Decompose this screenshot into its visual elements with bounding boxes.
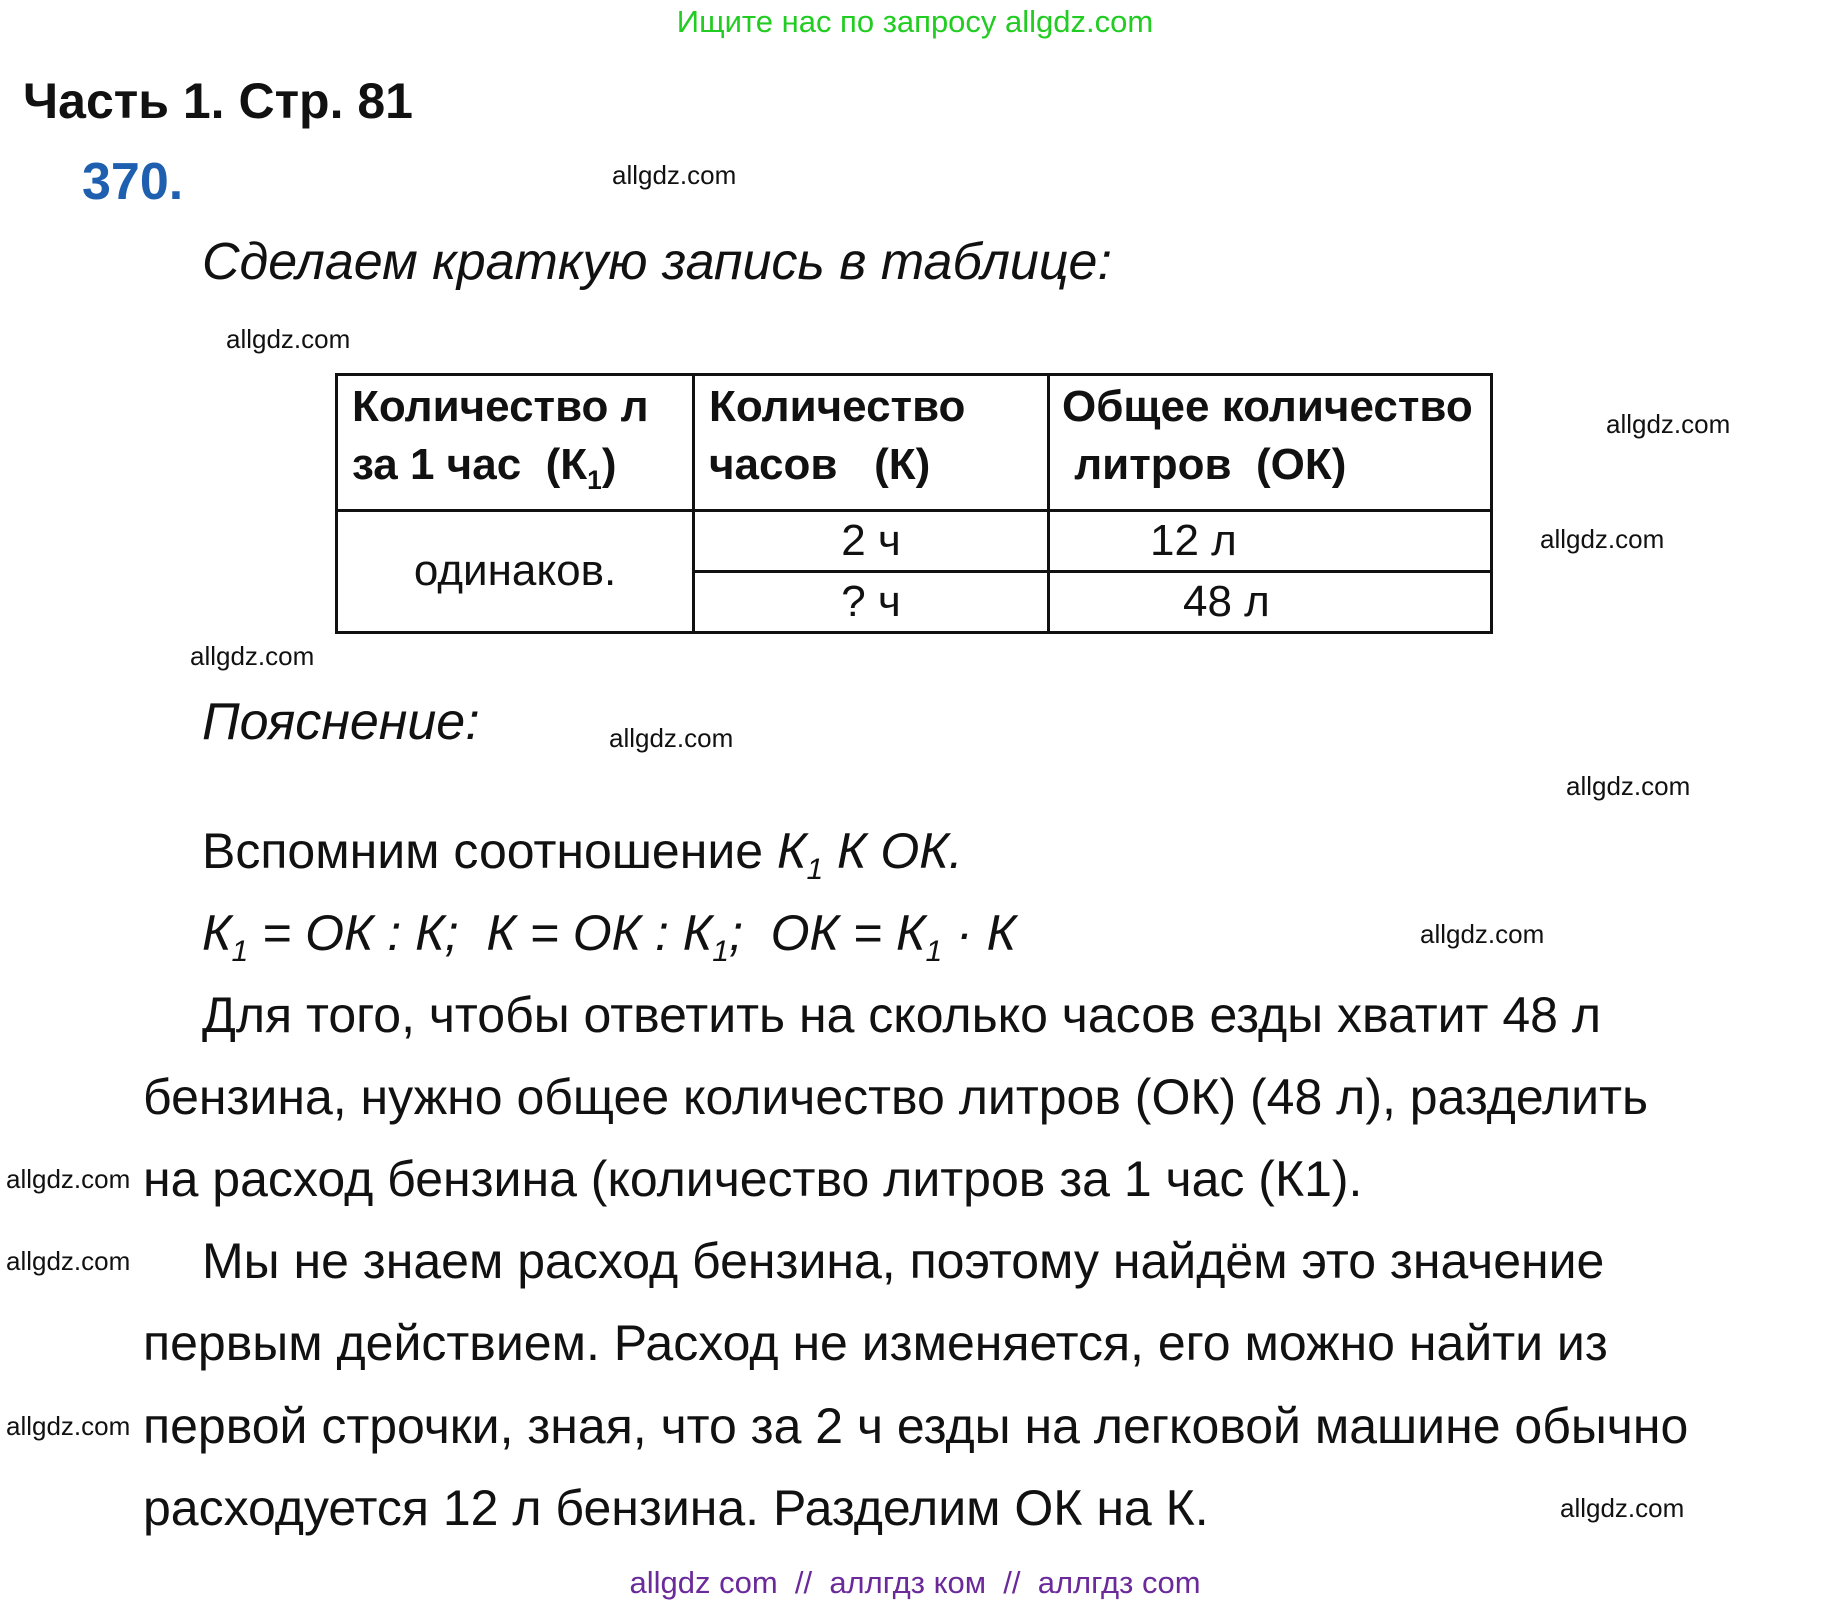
watermark: allgdz.com (6, 1246, 131, 1277)
table-cell: ? ч (692, 569, 1050, 634)
header-cell: Количество л за 1 час (К1) (335, 373, 695, 512)
header-line: Количество (709, 382, 966, 431)
subscript: 1 (925, 935, 943, 968)
table-row: одинаков. 2 ч 12 л (335, 508, 1493, 634)
formula-part: К (202, 905, 232, 961)
formula-part: · К (942, 905, 1017, 961)
subscript: 1 (806, 853, 824, 886)
watermark: allgdz.com (1560, 1493, 1685, 1524)
formula-part: ; ОК = К (728, 905, 926, 961)
header-line: часов (К) (709, 440, 931, 489)
paragraph-line: Для того, чтобы ответить на сколько часо… (202, 987, 1602, 1043)
watermark: allgdz.com (6, 1411, 131, 1442)
intro-text: Сделаем краткую запись в таблице: (202, 233, 1112, 291)
header-line: Общее количество (1062, 382, 1473, 431)
watermark: allgdz.com (1540, 524, 1665, 555)
table-cell: 48 л (1047, 569, 1493, 634)
watermark: allgdz.com (1606, 409, 1731, 440)
formula-part: К (776, 823, 807, 879)
watermark: allgdz.com (190, 641, 315, 672)
paragraph-line: Мы не знаем расход бензина, поэтому найд… (202, 1233, 1605, 1289)
table-row: ? ч 48 л (337, 569, 1493, 634)
header-line: ) (601, 440, 617, 489)
watermark: allgdz.com (612, 160, 737, 191)
header-line: Количество л (352, 382, 649, 431)
header-cell: Общее количество литров (ОК) (1047, 373, 1493, 512)
paragraph-line: первой строчки, зная, что за 2 ч езды на… (143, 1398, 1689, 1454)
watermark: allgdz.com (226, 324, 351, 355)
page-title: Часть 1. Стр. 81 (23, 73, 413, 129)
merged-cell: одинаков. (335, 508, 695, 634)
top-banner: Ищите нас по запросу allgdz.com (676, 4, 1154, 39)
paragraph-line: расходуется 12 л бензина. Разделим ОК на… (143, 1480, 1209, 1536)
watermark: allgdz.com (609, 723, 734, 754)
explanation-label: Пояснение: (202, 693, 480, 751)
bottom-banner: allgdz com // аллгдз ком // аллгдз com (629, 1565, 1201, 1600)
subscript: 1 (587, 464, 602, 495)
formula-part: К ОК. (823, 823, 963, 879)
header-line: за 1 час (К (352, 440, 588, 489)
header-line: литров (ОК) (1062, 440, 1347, 489)
watermark: allgdz.com (1566, 771, 1691, 802)
table-cell: 2 ч (692, 508, 1050, 573)
subscript: 1 (231, 935, 249, 968)
watermark: allgdz.com (6, 1164, 131, 1195)
watermark: allgdz.com (1420, 919, 1545, 950)
formula-line: К1 = ОК : К; К = ОК : К1; ОК = К1 · К (202, 905, 1016, 970)
paragraph-line: бензина, нужно общее количество литров (… (143, 1069, 1649, 1125)
paragraph-line: первым действием. Расход не изменяется, … (143, 1315, 1608, 1371)
header-cell: Количество часов (К) (692, 373, 1050, 512)
paragraph-line: на расход бензина (количество литров за … (143, 1151, 1363, 1207)
subscript: 1 (712, 935, 729, 968)
summary-table: Количество л за 1 час (К1) Количество часо… (335, 373, 1493, 634)
table-header-row: Количество л за 1 час (К1) Количество часо… (335, 373, 1493, 512)
table-cell: 12 л (1047, 508, 1493, 573)
formula-part: = ОК : К; К = ОК : К (248, 905, 713, 961)
recall-line: Вспомним соотношение К1 К ОК. (202, 823, 963, 888)
recall-text: Вспомним соотношение (202, 823, 777, 879)
task-number: 370. (82, 153, 184, 211)
